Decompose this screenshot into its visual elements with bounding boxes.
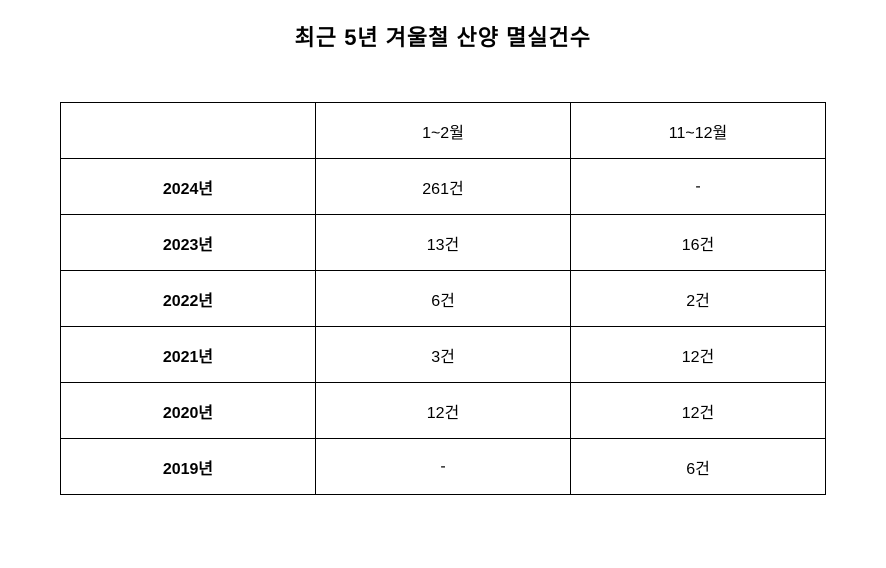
table-row: 2021년 3건 12건 — [61, 327, 826, 383]
table-row: 2019년 - 6건 — [61, 439, 826, 495]
table-row: 2024년 261건 - — [61, 159, 826, 215]
data-cell: 12건 — [571, 327, 826, 383]
header-jan-feb: 1~2월 — [316, 103, 571, 159]
year-cell: 2019년 — [61, 439, 316, 495]
year-cell: 2020년 — [61, 383, 316, 439]
table-row: 2023년 13건 16건 — [61, 215, 826, 271]
table-row: 2022년 6건 2건 — [61, 271, 826, 327]
data-cell: 3건 — [316, 327, 571, 383]
header-empty-cell — [61, 103, 316, 159]
data-cell: 6건 — [316, 271, 571, 327]
year-cell: 2023년 — [61, 215, 316, 271]
table-row: 2020년 12건 12건 — [61, 383, 826, 439]
data-cell: 261건 — [316, 159, 571, 215]
data-cell: 12건 — [571, 383, 826, 439]
data-cell: - — [316, 439, 571, 495]
data-cell: 16건 — [571, 215, 826, 271]
year-cell: 2022년 — [61, 271, 316, 327]
page-title: 최근 5년 겨울철 산양 멸실건수 — [60, 20, 826, 52]
data-table: 1~2월 11~12월 2024년 261건 - 2023년 13건 16건 2… — [60, 102, 826, 495]
header-nov-dec: 11~12월 — [571, 103, 826, 159]
data-cell: 6건 — [571, 439, 826, 495]
data-cell: - — [571, 159, 826, 215]
data-cell: 12건 — [316, 383, 571, 439]
data-cell: 13건 — [316, 215, 571, 271]
table-header-row: 1~2월 11~12월 — [61, 103, 826, 159]
data-cell: 2건 — [571, 271, 826, 327]
year-cell: 2021년 — [61, 327, 316, 383]
year-cell: 2024년 — [61, 159, 316, 215]
